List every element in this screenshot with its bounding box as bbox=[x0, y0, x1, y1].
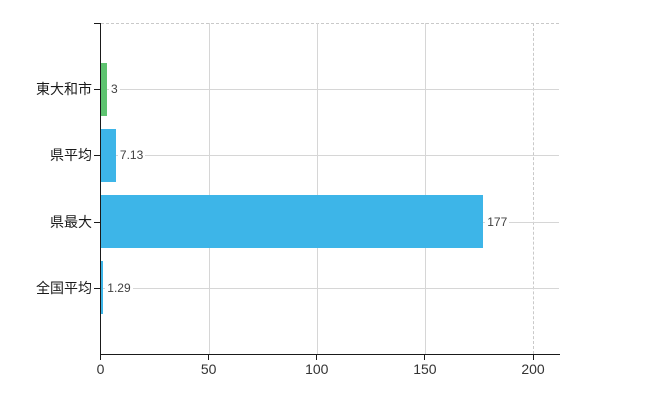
x-axis-tick bbox=[208, 355, 210, 360]
bar-3 bbox=[101, 261, 104, 315]
bar-value-label: 3 bbox=[108, 82, 120, 97]
bar-value-label: 1.29 bbox=[105, 280, 133, 295]
plot-top-boundary-line bbox=[100, 23, 559, 24]
bar-value-label: 177 bbox=[485, 214, 510, 229]
x-axis-tick bbox=[100, 355, 101, 360]
y-axis-tick bbox=[93, 23, 100, 24]
category-label: 県最大 bbox=[50, 213, 92, 230]
x-axis-line bbox=[100, 354, 560, 355]
x-axis-tick-label: 100 bbox=[305, 361, 329, 377]
bar-2 bbox=[101, 195, 484, 249]
horizontal-gridline bbox=[100, 155, 559, 157]
y-axis-line bbox=[100, 23, 101, 360]
y-axis-tick bbox=[93, 221, 100, 223]
horizontal-gridline bbox=[100, 89, 559, 91]
vertical-gridline bbox=[424, 23, 426, 354]
category-label: 全国平均 bbox=[36, 279, 92, 296]
bar-1 bbox=[101, 128, 116, 182]
category-label: 東大和市 bbox=[36, 81, 92, 98]
x-axis-tick-label: 150 bbox=[413, 361, 437, 377]
y-axis-tick bbox=[93, 155, 100, 157]
y-axis-tick bbox=[93, 89, 100, 91]
x-axis-tick-label: 200 bbox=[521, 361, 545, 377]
vertical-gridline bbox=[208, 23, 210, 354]
x-axis-tick-label: 50 bbox=[200, 361, 217, 377]
vertical-gridline bbox=[316, 23, 318, 354]
y-axis-tick bbox=[93, 287, 100, 289]
x-axis-tick bbox=[532, 355, 534, 360]
x-axis-tick bbox=[424, 355, 426, 360]
horizontal-gridline bbox=[100, 287, 559, 289]
bar-0 bbox=[101, 62, 107, 116]
x-axis-tick bbox=[316, 355, 318, 360]
category-label: 県平均 bbox=[50, 147, 92, 164]
bar-value-label: 7.13 bbox=[117, 148, 146, 163]
vertical-gridline-dashed bbox=[533, 23, 534, 354]
x-axis-tick-label: 0 bbox=[96, 361, 105, 377]
